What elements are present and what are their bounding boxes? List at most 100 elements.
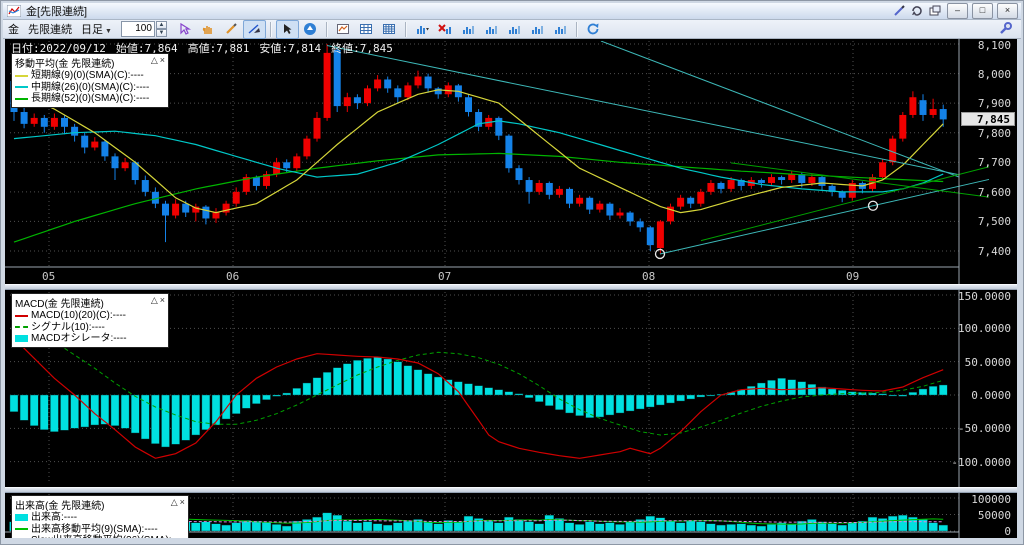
panel-splitter[interactable] (5, 284, 1017, 290)
info-close: 終値:7,845 (331, 42, 393, 55)
ma-legend: 移動平均(金 先限連続) △ × 短期線(9)(0)(SMA)(C):---- 中期線(… (11, 53, 169, 108)
legend-swatch (15, 514, 28, 522)
axis-label: 7,500 (977, 215, 1011, 228)
settings-wrench-icon[interactable] (993, 20, 1016, 39)
remove-indicator-icon[interactable] (434, 20, 457, 39)
contract-label: 先限連続 (28, 24, 72, 36)
ohlc-info-bar: 日付:2022/09/12 始値:7,864 高値:7,881 安値:7,814 終値:… (11, 40, 403, 56)
month-label: 07 (438, 270, 452, 283)
title-bar[interactable]: 金[先限連続] – □ × (3, 3, 1021, 20)
legend-collapse-icon[interactable]: △ (150, 295, 158, 305)
legend-close-icon[interactable]: × (159, 55, 165, 65)
legend-collapse-icon[interactable]: △ (170, 497, 178, 507)
price-axis: 8,100 8,000 7,900 7,800 7,700 7,600 7,500 7,400 (961, 39, 1011, 284)
macd-plot[interactable] (5, 290, 1017, 487)
grid-small-icon[interactable] (355, 20, 378, 39)
legend-item: 中期線(26)(0)(SMA)(C):---- (15, 82, 165, 94)
indicator-3-icon[interactable] (503, 20, 526, 39)
legend-item: 出来高移動平均(9)(SMA):---- (15, 524, 185, 536)
trendline-draw-icon[interactable] (242, 19, 266, 39)
toolbar-separator (269, 21, 272, 37)
legend-close-icon[interactable]: × (179, 497, 185, 507)
maximize-button[interactable]: □ (972, 3, 993, 19)
current-price-badge: 7,845 (961, 112, 1015, 126)
axis-label: -50.0000 (958, 422, 1011, 435)
axis-label: 7,700 (977, 156, 1011, 169)
indicator-1-icon[interactable] (457, 20, 480, 39)
symbol-label: 金 (8, 24, 19, 36)
legend-swatch (15, 74, 28, 77)
legend-item: 出来高:---- (15, 512, 185, 524)
info-open: 始値:7,864 (115, 42, 178, 55)
macd-panel: MACD(金 先限連続) △ × MACD(10)(20)(C):---- シグナル(1… (5, 290, 1017, 487)
scroll-mode-icon[interactable] (299, 20, 322, 39)
legend-item: シグナル(10):---- (15, 322, 165, 334)
legend-item: Slow出来高移動平均(26)(SMA):---- (15, 535, 185, 538)
legend-close-icon[interactable]: × (159, 295, 165, 305)
axis-label: 7,400 (977, 245, 1011, 258)
info-date: 日付:2022/09/12 (11, 42, 106, 55)
axis-label: 0 (1004, 525, 1011, 538)
volume-panel: 出来高(金 先限連続) △ × 出来高:---- 出来高移動平均(9)(SMA):---… (5, 493, 1017, 538)
info-high: 高値:7,881 (187, 42, 250, 55)
cursor-select-icon[interactable] (275, 19, 299, 39)
legend-swatch (15, 326, 28, 329)
pencil-icon[interactable] (220, 20, 243, 39)
macd-axis: 150.0000 100.0000 50.0000 0.0000 -50.0000 -10… (951, 290, 1011, 487)
toolbar-separator (404, 21, 407, 37)
month-label: 08 (642, 270, 656, 283)
toolbar-separator (575, 21, 578, 37)
month-label: 09 (846, 270, 860, 283)
axis-label: 50000 (977, 509, 1011, 522)
legend-swatch (15, 314, 28, 317)
legend-item: 長期線(52)(0)(SMA)(C):---- (15, 93, 165, 105)
spin-down-icon: ▼ (155, 29, 167, 37)
legend-item: MACD(10)(20)(C):---- (15, 310, 165, 322)
period-dropdown[interactable]: 日足 ▼ (81, 24, 112, 36)
chart-type-icon[interactable] (411, 20, 434, 39)
month-label: 06 (226, 270, 240, 283)
axis-label: 7,800 (977, 127, 1011, 140)
minimize-button[interactable]: – (947, 3, 968, 19)
legend-swatch (15, 86, 28, 89)
pan-hand-icon[interactable] (197, 20, 220, 39)
bars-count-spinner[interactable]: 100 ▲ ▼ (120, 21, 167, 37)
close-button[interactable]: × (997, 3, 1018, 19)
axis-label: 8,000 (977, 68, 1011, 81)
legend-title: MACD(金 先限連続) (15, 299, 104, 310)
refresh-layout-icon[interactable] (909, 5, 925, 18)
candlestick-plot[interactable] (5, 39, 1017, 284)
volume-legend: 出来高(金 先限連続) △ × 出来高:---- 出来高移動平均(9)(SMA):---… (11, 495, 189, 538)
legend-title: 移動平均(金 先限連続) (15, 59, 115, 70)
grid-large-icon[interactable] (378, 20, 401, 39)
bars-count-value[interactable]: 100 (120, 21, 155, 37)
annotate-icon[interactable] (891, 5, 907, 18)
window-title: 金[先限連続] (26, 6, 88, 18)
legend-swatch (15, 97, 28, 100)
month-label: 05 (42, 270, 56, 283)
lasso-icon[interactable] (174, 20, 197, 39)
volume-axis: 100000 50000 0 (961, 493, 1011, 538)
legend-swatch (15, 335, 28, 343)
macd-legend: MACD(金 先限連続) △ × MACD(10)(20)(C):---- シグナル(1… (11, 293, 169, 348)
axis-label: 8,100 (977, 39, 1011, 52)
legend-item: 短期線(9)(0)(SMA)(C):---- (15, 70, 165, 82)
chevron-down-icon: ▼ (105, 28, 112, 35)
axis-label: 7,900 (977, 97, 1011, 110)
axis-label: 150.0000 (958, 290, 1011, 303)
indicator-5-icon[interactable] (549, 20, 572, 39)
main-chart-panel: 日付:2022/09/12 始値:7,864 高値:7,881 安値:7,814 終値:… (5, 39, 1017, 284)
indicator-4-icon[interactable] (526, 20, 549, 39)
axis-label: -100.0000 (951, 456, 1011, 469)
spin-up-icon: ▲ (155, 21, 167, 29)
panel-splitter[interactable] (5, 487, 1017, 493)
indicator-2-icon[interactable] (480, 20, 503, 39)
legend-collapse-icon[interactable]: △ (150, 55, 158, 65)
cascade-windows-icon[interactable] (927, 5, 943, 18)
axis-label: 50.0000 (964, 356, 1011, 369)
new-chart-icon[interactable] (332, 20, 355, 39)
refresh-icon[interactable] (582, 20, 605, 39)
legend-swatch (15, 528, 28, 531)
axis-label: 100.0000 (958, 322, 1011, 335)
